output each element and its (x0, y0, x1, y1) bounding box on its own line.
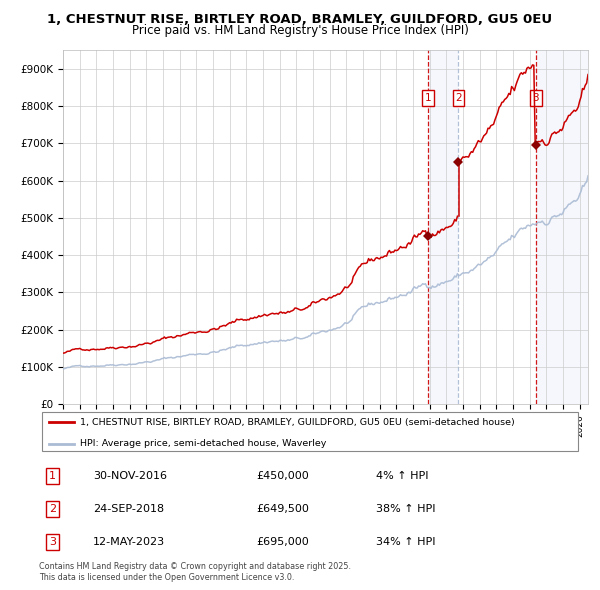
FancyBboxPatch shape (42, 412, 578, 451)
Text: 3: 3 (49, 537, 56, 547)
Text: 1, CHESTNUT RISE, BIRTLEY ROAD, BRAMLEY, GUILDFORD, GU5 0EU: 1, CHESTNUT RISE, BIRTLEY ROAD, BRAMLEY,… (47, 13, 553, 26)
Text: 2: 2 (49, 504, 56, 514)
Text: 1: 1 (425, 93, 431, 103)
Text: £450,000: £450,000 (256, 471, 309, 481)
Text: 38% ↑ HPI: 38% ↑ HPI (376, 504, 435, 514)
Text: £649,500: £649,500 (256, 504, 309, 514)
Bar (428, 50, 458, 404)
Text: Price paid vs. HM Land Registry's House Price Index (HPI): Price paid vs. HM Land Registry's House … (131, 24, 469, 37)
Text: 34% ↑ HPI: 34% ↑ HPI (376, 537, 435, 547)
Text: 2: 2 (455, 93, 462, 103)
Text: 1: 1 (49, 471, 56, 481)
Bar (536, 50, 588, 404)
Text: Contains HM Land Registry data © Crown copyright and database right 2025.
This d: Contains HM Land Registry data © Crown c… (39, 562, 351, 582)
Text: £695,000: £695,000 (256, 537, 309, 547)
Text: 4% ↑ HPI: 4% ↑ HPI (376, 471, 428, 481)
Text: 24-SEP-2018: 24-SEP-2018 (94, 504, 164, 514)
Text: HPI: Average price, semi-detached house, Waverley: HPI: Average price, semi-detached house,… (80, 439, 326, 448)
Text: 30-NOV-2016: 30-NOV-2016 (94, 471, 167, 481)
Text: 1, CHESTNUT RISE, BIRTLEY ROAD, BRAMLEY, GUILDFORD, GU5 0EU (semi-detached house: 1, CHESTNUT RISE, BIRTLEY ROAD, BRAMLEY,… (80, 418, 514, 427)
Text: 3: 3 (532, 93, 539, 103)
Bar (536, 50, 588, 404)
Text: 12-MAY-2023: 12-MAY-2023 (94, 537, 166, 547)
